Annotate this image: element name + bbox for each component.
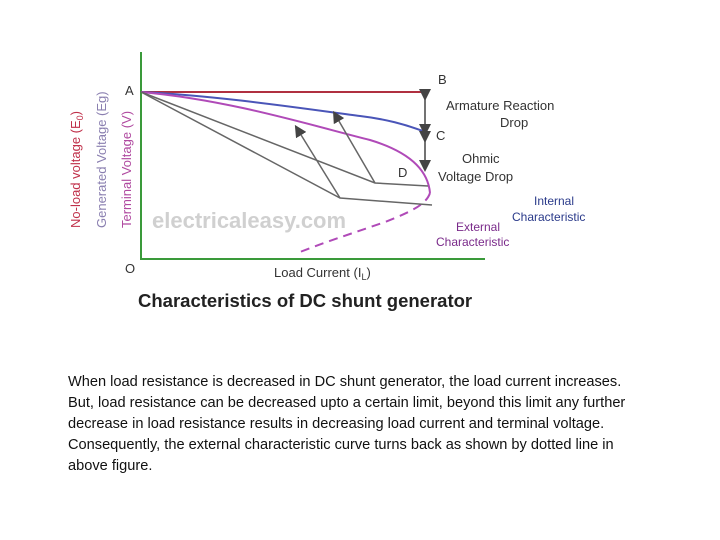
y-axis-label-generated: Generated Voltage (Eg) [94, 91, 109, 228]
external-label-1: External [456, 220, 500, 234]
armature-drop-label: Drop [500, 115, 528, 130]
ohmic-label: Ohmic [462, 151, 500, 166]
external-characteristic-turnback [299, 192, 431, 253]
figure-title: Characteristics of DC shunt generator [138, 290, 472, 311]
x-axis-label: Load Current (IL) [274, 265, 371, 282]
tangent-arrow-1 [332, 110, 376, 184]
external-characteristic-curve [140, 91, 431, 194]
y-axis-label-no-load: No-load voltage (E0) [68, 111, 85, 228]
external-label-2: Characteristic [436, 235, 509, 249]
armature-reaction-label: Armature Reaction [446, 98, 554, 113]
point-d-label: D [398, 165, 407, 180]
point-b-label: B [438, 72, 447, 87]
dc-shunt-generator-characteristics-diagram: electricaleasy.com A B C D O Armature Re… [68, 52, 585, 311]
caption-text: When load resistance is decreased in DC … [68, 374, 626, 474]
ohmic-drop-label: Voltage Drop [438, 169, 513, 184]
internal-label-1: Internal [534, 194, 574, 208]
watermark: electricaleasy.com [152, 208, 346, 233]
point-a-label: A [125, 83, 134, 98]
tangent-arrow-2 [294, 124, 341, 199]
internal-label-2: Characteristic [512, 210, 585, 224]
point-o-label: O [125, 261, 135, 276]
y-axis-label-terminal: Terminal Voltage (V) [119, 111, 134, 228]
point-c-label: C [436, 128, 445, 143]
